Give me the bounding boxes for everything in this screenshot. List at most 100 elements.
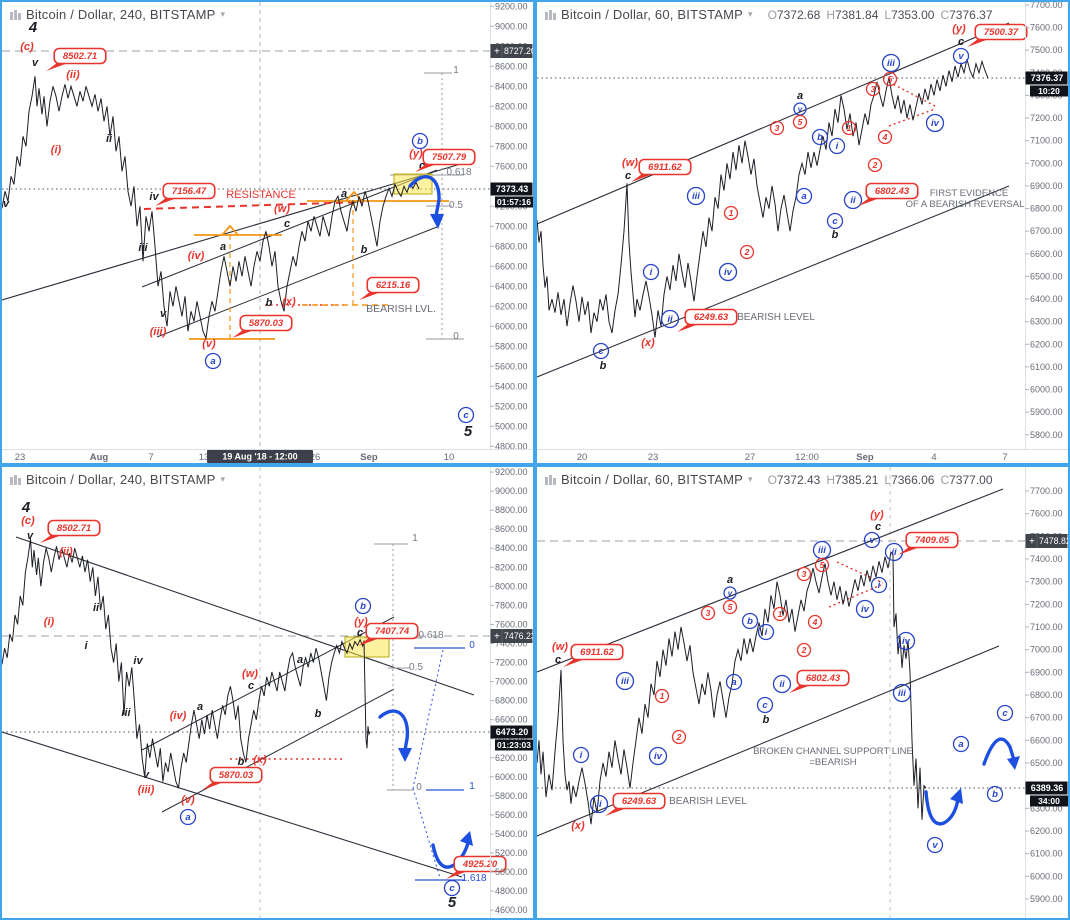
ohlc-values: O7372.43 H7385.21 L7366.06 C7377.00 (762, 473, 993, 487)
chart-panel-btc-60-bottom[interactable]: (y) c v iii 5 3 ii i a v 5 3 iv 1 4 b i 2 (w) c iii 1 a ii iv iii… (537, 467, 1068, 918)
price-series (2, 76, 420, 341)
price-axis[interactable]: 9200.009000.008800.008600.008400.008200.… (490, 467, 533, 918)
circled-wave-label (411, 132, 429, 150)
wave-label: 1 (778, 609, 783, 619)
wave-label: 2 (676, 732, 682, 742)
plus-icon[interactable]: + (1029, 537, 1035, 548)
wave-label: 0.618 (446, 167, 471, 178)
order-price-tag[interactable] (490, 44, 533, 58)
circled-wave-label (654, 688, 670, 704)
chevron-down-icon[interactable]: ▾ (220, 474, 226, 484)
symbol-label[interactable]: Bitcoin / Dollar, 240, BITSTAMP (26, 472, 216, 487)
wave-label: b (747, 616, 753, 627)
order-price-tag[interactable] (490, 629, 533, 643)
time-axis-label: 7 (1002, 452, 1007, 463)
wave-label: c (625, 170, 631, 182)
wave-label: 3 (706, 608, 711, 618)
wave-label: b (992, 789, 998, 800)
wave-label: 4 (21, 499, 31, 516)
annotation-text: BEARISH LEVEL (737, 312, 815, 323)
circled-wave-label (772, 674, 792, 694)
order-price-value: 8727.20 (504, 46, 533, 56)
annotation-text: BROKEN CHANNEL SUPPORT LINE (753, 746, 913, 757)
chart-line (15, 536, 475, 696)
wave-label: v (958, 51, 964, 62)
drawn-arrow (982, 737, 1016, 766)
circled-wave-label (892, 683, 912, 703)
triangle-marker (221, 224, 239, 236)
symbol-label[interactable]: Bitcoin / Dollar, 60, BITSTAMP (561, 7, 744, 22)
wave-label: b (832, 229, 839, 241)
plus-icon[interactable]: + (494, 47, 500, 58)
price-tag-value: 5870.03 (249, 318, 284, 329)
ohlc-value: 7366.06 (891, 472, 935, 487)
wave-label: v (932, 840, 938, 851)
wave-label: 5 (728, 602, 733, 612)
price-tag (638, 158, 692, 176)
wave-label: c (762, 700, 768, 711)
axis-tick-label: 8200.00 (495, 101, 528, 111)
chart-title: Bitcoin / Dollar, 240, BITSTAMP ▾ (9, 472, 234, 487)
wave-label: (x) (571, 820, 585, 832)
order-price-tag[interactable] (1025, 534, 1068, 548)
chevron-down-icon[interactable]: ▾ (748, 474, 753, 484)
price-tag-value: 8502.71 (57, 523, 91, 534)
chart-panel-btc-240-top[interactable]: 4 (c) v (ii) (i) ii v iv iii (iv) a c (w) a b b (x) v (iii… (2, 2, 533, 463)
bar-countdown-tag (1030, 795, 1068, 807)
circled-wave-label (756, 696, 774, 714)
symbol-label[interactable]: Bitcoin / Dollar, 60, BITSTAMP (561, 472, 744, 487)
annotation-text: FIRST EVIDENCE (930, 188, 1008, 199)
chevron-down-icon[interactable]: ▾ (220, 9, 226, 19)
axis-tick-label: 6000.00 (1030, 385, 1063, 395)
price-axis[interactable]: 7700.007600.007500.007400.007300.007200.… (1025, 467, 1068, 918)
circled-wave-label (863, 531, 881, 549)
wave-label: 0 (453, 331, 459, 342)
axis-tick-label: 5200.00 (495, 401, 528, 411)
circled-wave-label (354, 597, 372, 615)
price-chart-canvas[interactable]: 4 (c) v (ii) (i) ii v iv iii (iv) a c (w) a b b (x) v (iii… (2, 2, 533, 463)
wave-label: 0 (416, 782, 422, 793)
price-series (2, 538, 371, 789)
axis-tick-label: 6500.00 (1030, 758, 1063, 768)
wave-label: c (598, 346, 604, 357)
plus-icon[interactable]: + (494, 632, 500, 643)
circled-wave-label (807, 614, 823, 630)
wave-label: iii (898, 688, 906, 699)
wave-label: (ii) (59, 546, 73, 558)
circled-wave-label (867, 157, 883, 173)
wave-label: (c) (20, 41, 34, 53)
symbol-label[interactable]: Bitcoin / Dollar, 240, BITSTAMP (26, 7, 216, 22)
arrowhead-icon (460, 831, 473, 846)
circled-wave-label (870, 576, 888, 594)
time-axis-label: Aug (90, 452, 109, 463)
time-axis[interactable]: 20 23 27 12:00 Sep 4 7 (537, 449, 1068, 463)
wave-label: c (832, 216, 838, 227)
axis-tick-label: 6600.00 (1030, 249, 1063, 259)
chart-panel-btc-60-top[interactable]: (y) c v iii 5 3 a v 5 3 b 1 i 4 iv 2 (w) c iii 1 a ii c b i iv 2 ii… (537, 2, 1068, 463)
price-tag-value: 4925.20 (462, 859, 498, 870)
annotation-text: =BEARISH (809, 757, 856, 768)
wave-label: (iv) (188, 250, 205, 262)
price-axis[interactable]: 9200.009000.008800.008600.008400.008200.… (490, 2, 533, 463)
price-tag-value: 7409.05 (915, 535, 950, 546)
price-tag (612, 792, 666, 810)
time-axis[interactable]: 23 Aug 7 13 26 Sep 10 19 Aug '18 - 12:00 (2, 449, 533, 463)
wave-label: i (84, 640, 88, 652)
chart-line (836, 561, 884, 584)
wave-label: 5 (798, 117, 803, 127)
chart-panel-btc-240-bottom[interactable]: 4 (c) v (ii) (i) ii i iv iii (iv) a c (w) a b b (x) v (iii… (2, 467, 533, 918)
axis-tick-label: 6200.00 (495, 753, 528, 763)
wave-label: (x) (641, 337, 655, 349)
price-tag-value: 7407.74 (375, 626, 410, 637)
price-axis[interactable]: 7700.007600.007500.007400.007300.007200.… (1025, 2, 1068, 463)
annotation-text: BEARISH LEVEL (669, 796, 747, 807)
wave-label: ii (93, 602, 100, 614)
chevron-down-icon[interactable]: ▾ (748, 9, 753, 19)
wave-label: ii (596, 799, 602, 810)
wave-label: (y) (870, 509, 884, 521)
axis-tick-label: 8200.00 (495, 562, 528, 572)
price-tag-value: 6249.63 (622, 796, 657, 807)
